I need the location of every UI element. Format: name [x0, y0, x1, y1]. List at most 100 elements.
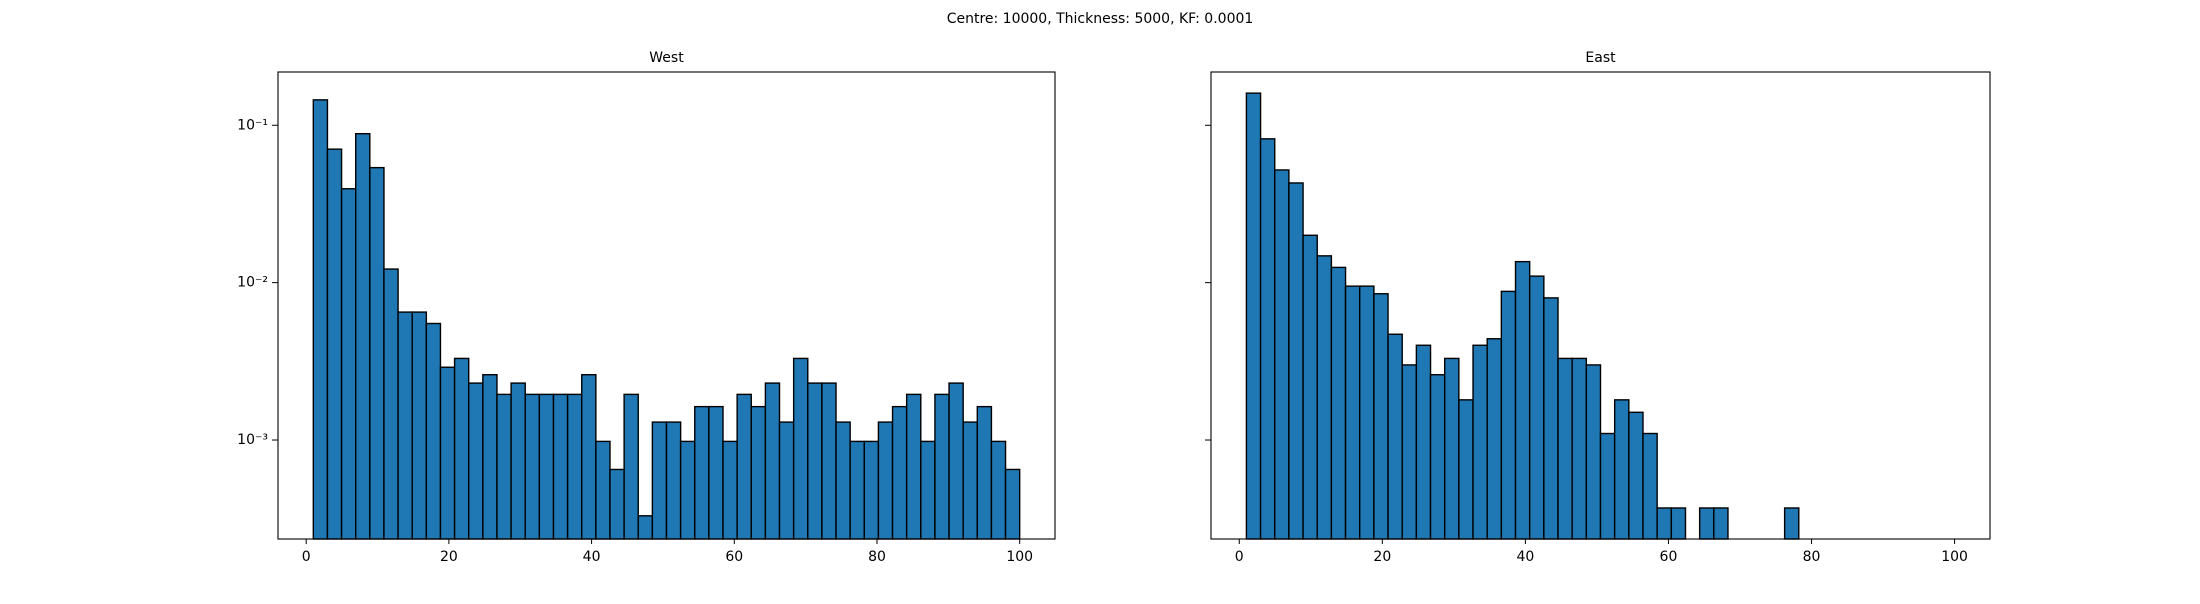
bar — [990, 440, 1007, 540]
x-tick-label: 40 — [1516, 549, 1534, 565]
bar — [934, 393, 950, 540]
x-tick-label: 100 — [1941, 549, 1968, 565]
bar — [905, 393, 922, 540]
bar — [962, 421, 979, 540]
bar — [821, 382, 837, 540]
bar — [595, 440, 611, 540]
bar — [750, 405, 767, 540]
bar — [708, 405, 724, 540]
bar — [651, 421, 668, 540]
bar — [510, 382, 526, 540]
bar — [1543, 297, 1559, 540]
bar — [1373, 293, 1389, 540]
bar — [1528, 275, 1545, 540]
bar — [1429, 374, 1446, 540]
bar — [340, 188, 357, 540]
bar — [1259, 138, 1276, 540]
bar — [623, 393, 639, 540]
bar — [496, 393, 512, 540]
bar — [736, 393, 752, 540]
bar — [835, 421, 851, 540]
bar — [976, 405, 993, 540]
x-tick-label: 80 — [1803, 549, 1821, 565]
bar — [792, 357, 809, 540]
bar — [1443, 357, 1460, 540]
bar — [849, 440, 865, 540]
bar — [439, 366, 456, 540]
subplot-title: West — [649, 50, 684, 66]
bar — [1302, 234, 1318, 540]
bar — [877, 421, 894, 540]
bar — [1500, 290, 1517, 540]
bar — [538, 393, 555, 540]
x-tick-label: 0 — [1235, 549, 1244, 565]
bar — [1599, 432, 1616, 540]
bar — [1628, 411, 1644, 540]
bar — [566, 393, 583, 540]
bar — [369, 166, 385, 540]
bar — [1571, 357, 1588, 540]
bar — [326, 148, 343, 540]
bar — [1783, 507, 1800, 540]
x-tick-label: 60 — [725, 549, 743, 565]
x-tick-label: 20 — [440, 549, 458, 565]
bar — [581, 374, 597, 540]
bar — [524, 393, 541, 540]
bar — [1274, 169, 1290, 540]
bar — [1401, 364, 1418, 540]
bar — [863, 440, 880, 540]
bar — [312, 99, 329, 540]
bar — [1486, 338, 1503, 540]
x-tick-label: 80 — [868, 549, 886, 565]
bar — [920, 440, 936, 540]
bar — [1713, 507, 1729, 540]
bar — [637, 515, 654, 540]
bar — [1613, 399, 1630, 540]
bar — [807, 382, 823, 540]
bar — [1245, 92, 1262, 540]
y-tick-label: 10⁻¹ — [237, 117, 268, 133]
bar — [397, 311, 413, 540]
x-tick-label: 100 — [1006, 549, 1033, 565]
bar — [1656, 507, 1673, 540]
x-tick-label: 60 — [1660, 549, 1678, 565]
bar — [1316, 255, 1333, 540]
y-tick-label: 10⁻³ — [237, 432, 268, 448]
bar — [1288, 182, 1304, 540]
bar — [778, 421, 795, 540]
figure-title: Centre: 10000, Thickness: 5000, KF: 0.00… — [947, 11, 1254, 27]
bar — [1670, 507, 1687, 540]
x-tick-label: 40 — [583, 549, 601, 565]
bar — [1585, 364, 1602, 540]
bar — [355, 132, 371, 540]
bar — [679, 440, 696, 540]
bar — [1458, 399, 1474, 540]
bar — [665, 421, 682, 540]
bar — [609, 468, 625, 540]
axes-frame — [277, 71, 1056, 540]
bar — [425, 322, 442, 540]
bar — [1387, 333, 1403, 540]
bar — [1415, 344, 1432, 540]
y-tick-label: 10⁻² — [237, 275, 268, 291]
bar — [1359, 285, 1375, 540]
bar — [1698, 507, 1715, 540]
bar — [1514, 260, 1531, 540]
bar — [1330, 266, 1347, 540]
bar — [891, 405, 908, 540]
bar — [948, 382, 964, 540]
bar — [722, 440, 738, 540]
bar — [1004, 468, 1021, 540]
bar — [453, 357, 470, 540]
bar — [411, 311, 428, 540]
bar — [694, 405, 710, 540]
bar — [1472, 344, 1488, 540]
x-tick-label: 20 — [1373, 549, 1391, 565]
x-tick-label: 0 — [302, 549, 311, 565]
axes-frame — [1210, 71, 1991, 540]
bar — [764, 382, 781, 540]
bar — [1557, 357, 1573, 540]
subplot-title: East — [1585, 50, 1616, 66]
bar — [1344, 285, 1361, 540]
